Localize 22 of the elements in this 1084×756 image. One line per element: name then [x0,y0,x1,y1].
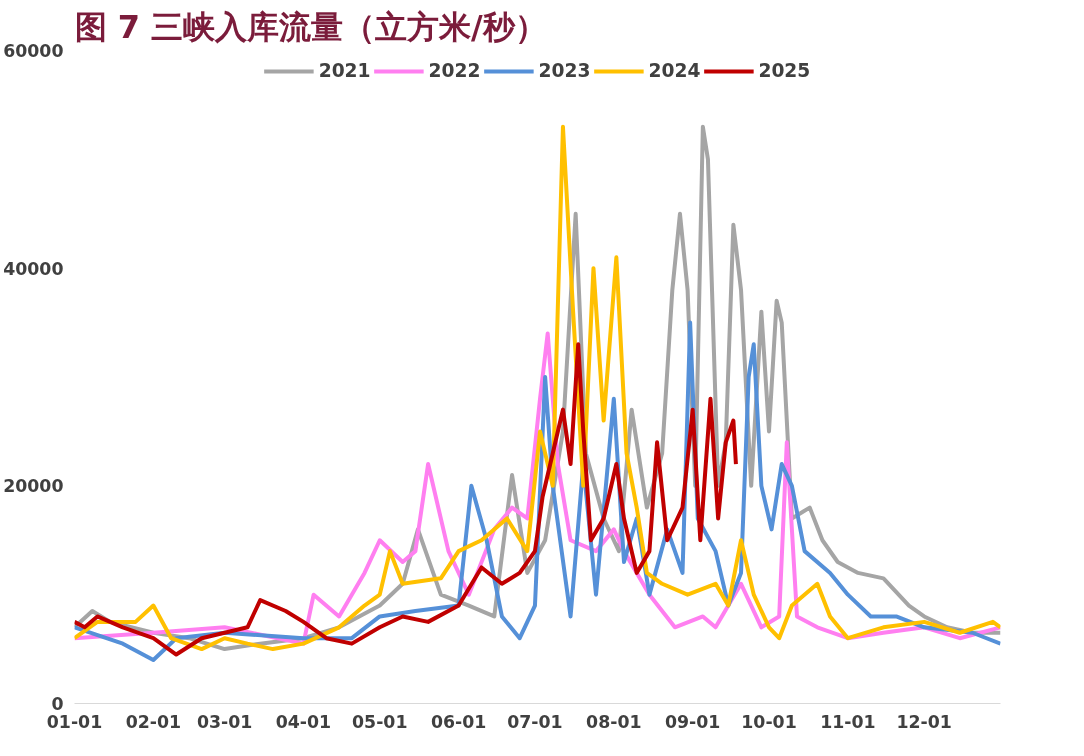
y-tick-label: 60000 [3,41,64,61]
legend-label: 2025 [758,60,811,81]
x-tick-label: 05-01 [352,711,408,732]
x-tick-label: 06-01 [430,711,487,732]
x-tick-label: 09-01 [664,711,721,732]
legend-label: 2022 [428,60,481,81]
y-tick-label: 0 [51,694,64,714]
x-tick-label: 04-01 [275,711,332,732]
y-tick-label: 20000 [3,476,64,497]
chart-title: 图 7 三峡入库流量（立方米/秒） [74,7,547,46]
x-tick-label: 08-01 [586,711,642,732]
x-tick-label: 01-01 [46,711,103,732]
x-tick-label: 10-01 [741,711,797,732]
x-tick-label: 12-01 [896,711,952,732]
legend-label: 2023 [538,60,591,81]
x-tick-label: 07-01 [507,711,563,732]
legend-label: 2024 [648,60,701,81]
y-tick-label: 40000 [3,258,64,279]
x-tick-label: 02-01 [125,711,182,732]
legend-label: 2021 [318,60,371,81]
x-tick-label: 11-01 [820,711,876,732]
x-tick-label: 03-01 [196,711,253,732]
